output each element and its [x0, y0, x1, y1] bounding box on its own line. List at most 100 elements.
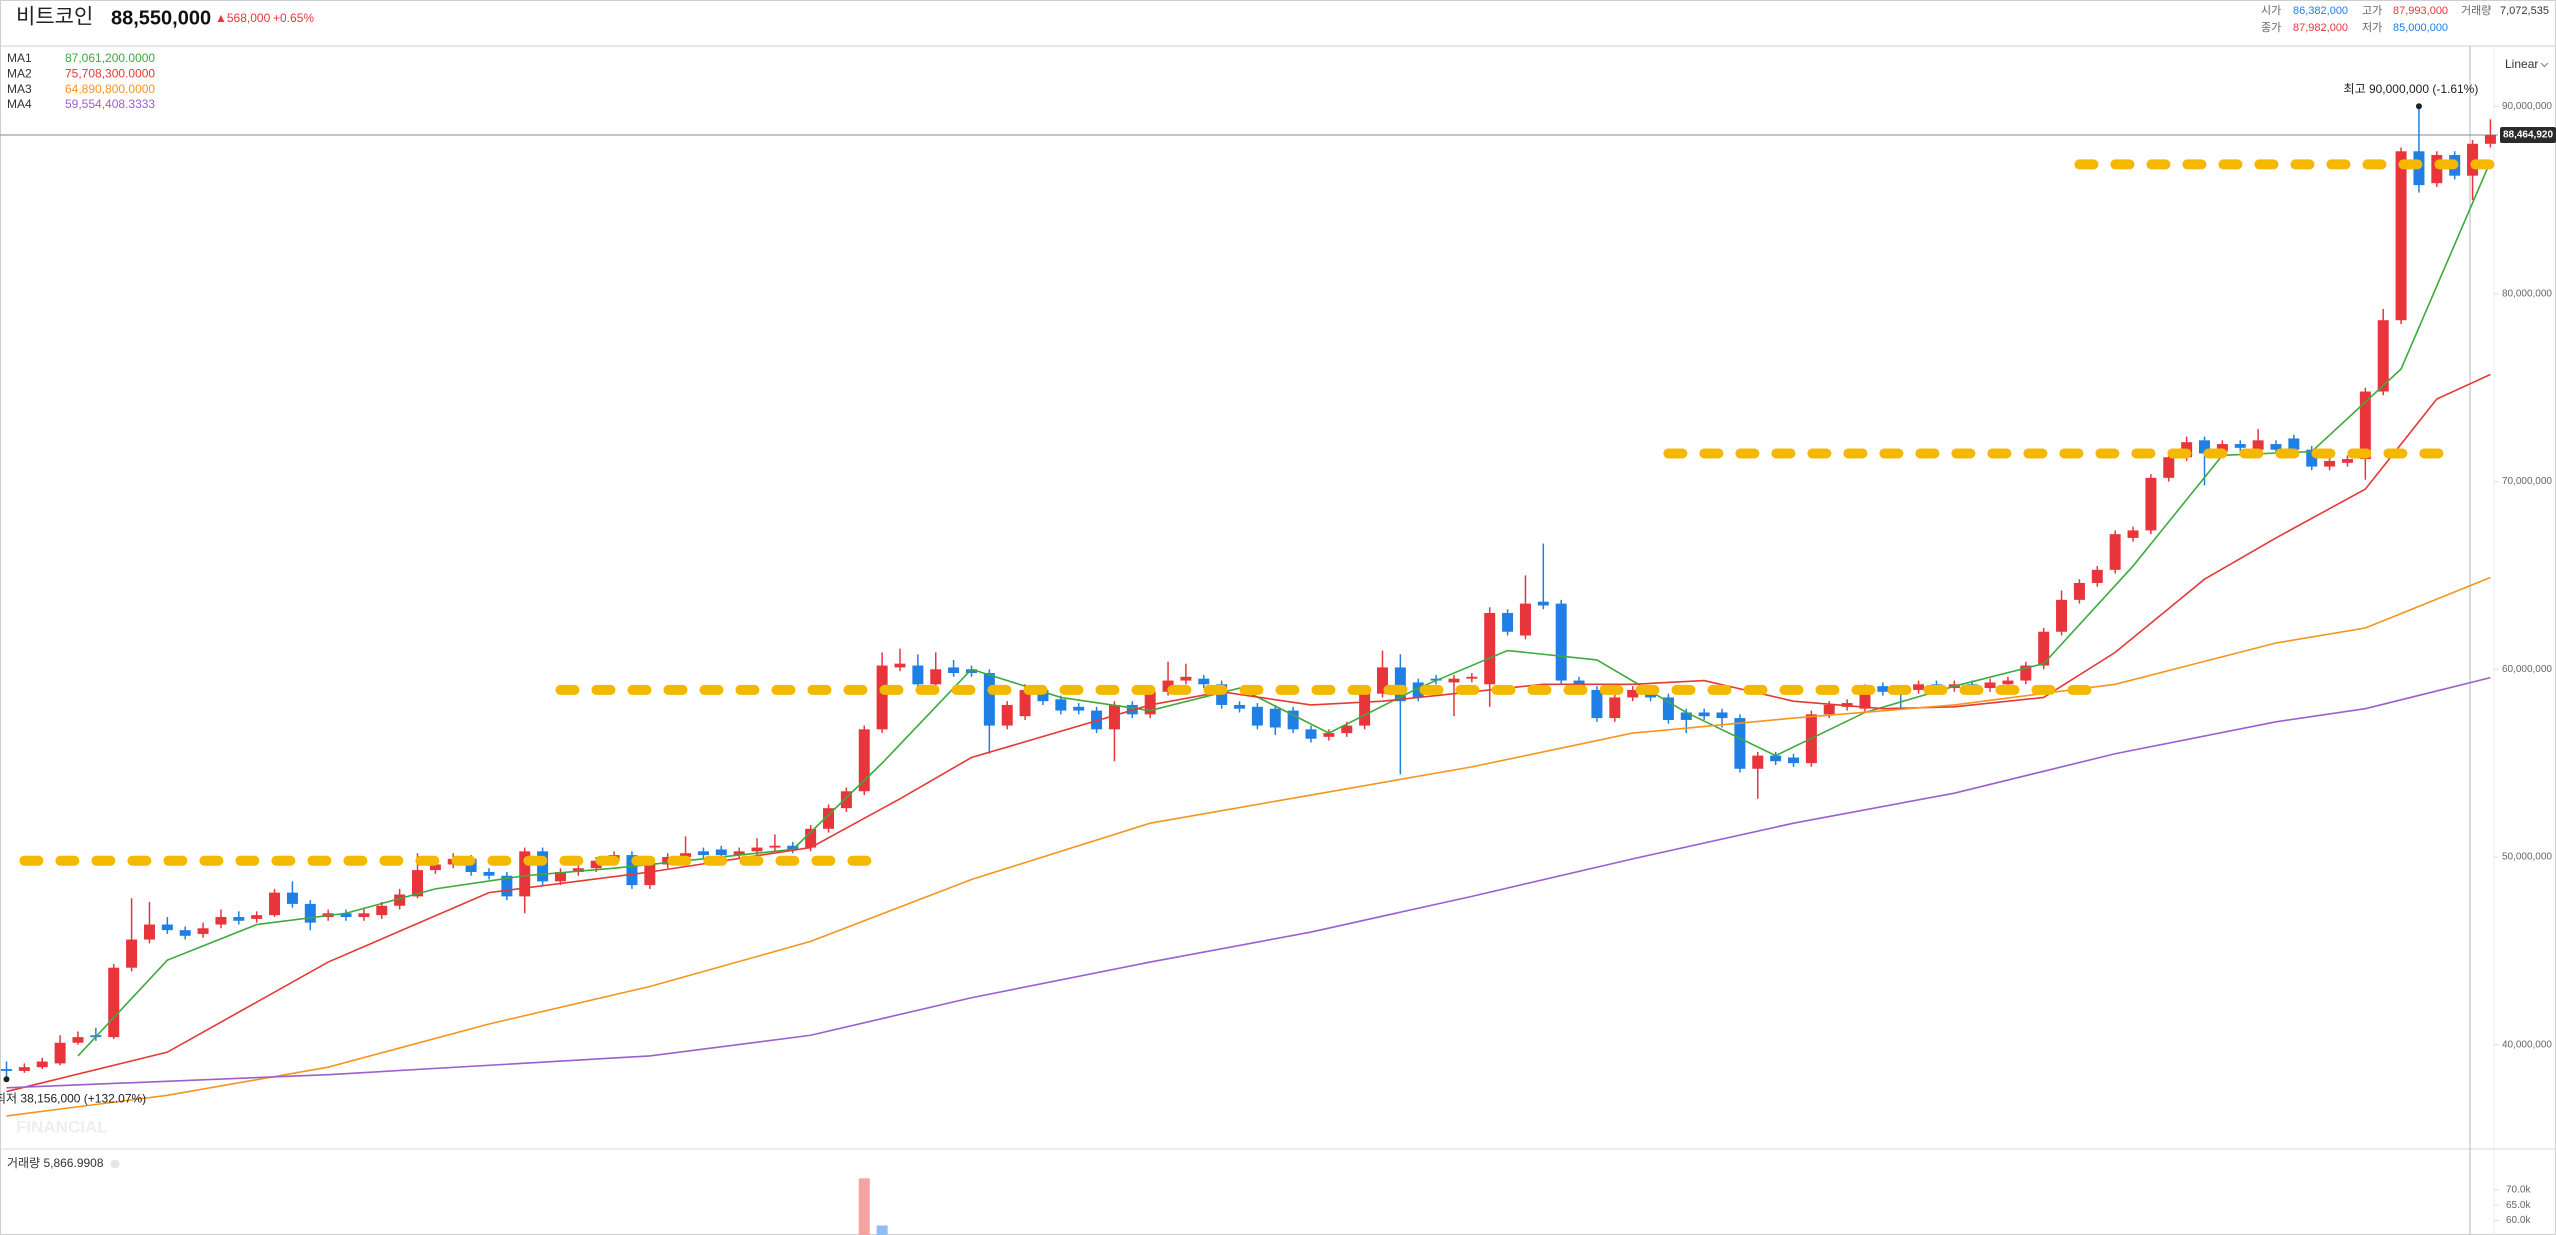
- candle-body: [1055, 699, 1067, 711]
- candle-body: [1144, 691, 1156, 715]
- candle-body: [590, 860, 602, 869]
- candle-body: [912, 665, 924, 685]
- candle-body: [233, 917, 245, 921]
- candle-body: [2377, 320, 2389, 392]
- candle-body: [483, 871, 495, 876]
- candle-body: [1448, 678, 1460, 683]
- candle-body: [143, 924, 155, 940]
- candle-body: [2431, 155, 2443, 184]
- candle-body: [1019, 689, 1031, 717]
- candle-body: [2216, 444, 2228, 452]
- last-price-tag: [2500, 127, 2556, 144]
- candle-body: [1394, 667, 1406, 702]
- ma-line: [6, 576, 2491, 1117]
- candle-body: [394, 894, 406, 906]
- candle-body: [1466, 676, 1478, 679]
- candle-body: [858, 729, 870, 792]
- candle-body: [2395, 151, 2407, 321]
- candle-body: [2163, 457, 2175, 478]
- ma-line: [77, 161, 2492, 1057]
- candle-body: [2020, 665, 2032, 681]
- candle-body: [697, 851, 709, 856]
- candle-body: [2073, 582, 2085, 600]
- candle-body: [1269, 708, 1281, 728]
- price: 88,550,000: [111, 7, 211, 29]
- legend-name: MA4: [7, 97, 32, 111]
- y-tick-label: 50,000,000: [2502, 852, 2552, 863]
- candle-body: [1037, 689, 1049, 702]
- legend-value: 75,708,300.0000: [65, 66, 155, 80]
- scale-chevron[interactable]: [2540, 62, 2549, 68]
- high-dot: [2415, 103, 2422, 110]
- settings-icon[interactable]: [110, 1159, 120, 1169]
- volume-tick-label: 70.0k: [2506, 1184, 2531, 1195]
- candle-body: [1823, 704, 1835, 715]
- candle-body: [876, 665, 888, 730]
- candle-body: [1198, 678, 1210, 685]
- candle-body: [2091, 569, 2103, 583]
- candle-body: [1341, 725, 1353, 734]
- volume-tick-label: 60.0k: [2506, 1215, 2531, 1226]
- y-tick-label: 80,000,000: [2502, 289, 2552, 300]
- candle-body: [1412, 682, 1424, 698]
- candle-body: [840, 791, 852, 809]
- candle-body: [251, 915, 263, 919]
- candle-body: [1788, 757, 1799, 764]
- candle-body: [358, 913, 370, 918]
- candle-body: [72, 1037, 84, 1043]
- candle-body: [787, 845, 799, 850]
- candle-body: [1376, 667, 1388, 694]
- candle-body: [286, 892, 298, 904]
- candle-body: [1662, 697, 1674, 720]
- y-tick-label: 70,000,000: [2502, 476, 2552, 487]
- candle-body: [1627, 689, 1639, 698]
- candle-body: [1609, 697, 1621, 719]
- candle-body: [1287, 710, 1299, 730]
- candle-body: [983, 673, 995, 726]
- candle-body: [126, 939, 138, 968]
- candle-body: [2306, 449, 2318, 467]
- candle-body: [179, 930, 191, 936]
- candle-body: [1698, 712, 1710, 717]
- candle-body: [108, 967, 120, 1038]
- candle-body: [1770, 755, 1782, 762]
- legend-value: 87,061,200.0000: [65, 51, 155, 65]
- candle-body: [1680, 712, 1692, 720]
- scale-toggle[interactable]: Linear: [2505, 57, 2538, 71]
- candle-body: [197, 928, 209, 934]
- candle-body: [1323, 733, 1335, 737]
- legend-name: MA2: [7, 66, 32, 80]
- candle-body: [680, 853, 692, 857]
- stat-value: 86,382,000: [2293, 5, 2348, 17]
- candle-body: [965, 669, 977, 674]
- legend-name: MA1: [7, 51, 32, 65]
- stat-label: 종가: [2261, 21, 2281, 34]
- candle-body: [1519, 603, 1531, 636]
- candle-body: [1430, 678, 1442, 681]
- candle-body: [823, 808, 835, 829]
- candle-body: [1001, 704, 1013, 726]
- candle-body: [1859, 688, 1871, 709]
- candle-body: [376, 905, 388, 916]
- candle-body: [1305, 729, 1317, 739]
- candle-body: [2234, 444, 2246, 448]
- stat-value: 87,982,000: [2293, 22, 2348, 34]
- stat-label: 저가: [2362, 21, 2382, 34]
- volume-tick-label: 65.0k: [2506, 1200, 2531, 1211]
- stat-value: 87,993,000: [2393, 5, 2448, 17]
- candle-body: [269, 892, 281, 916]
- candle-body: [2038, 631, 2050, 666]
- candle-body: [2484, 135, 2496, 144]
- candle-body: [2127, 530, 2139, 538]
- candle-body: [412, 870, 424, 897]
- volume-bar: [858, 1178, 870, 1235]
- candle-body: [2056, 599, 2068, 632]
- volume-label: 거래량 5,866.9908: [7, 1156, 104, 1170]
- last-price-label: 88,464,920: [2503, 130, 2553, 141]
- candle-body: [1555, 603, 1567, 681]
- candle-body: [2109, 534, 2121, 570]
- stat-value: 7,072,535: [2500, 5, 2549, 17]
- candle-body: [948, 667, 960, 674]
- legend-value: 59,554,408.3333: [65, 97, 155, 111]
